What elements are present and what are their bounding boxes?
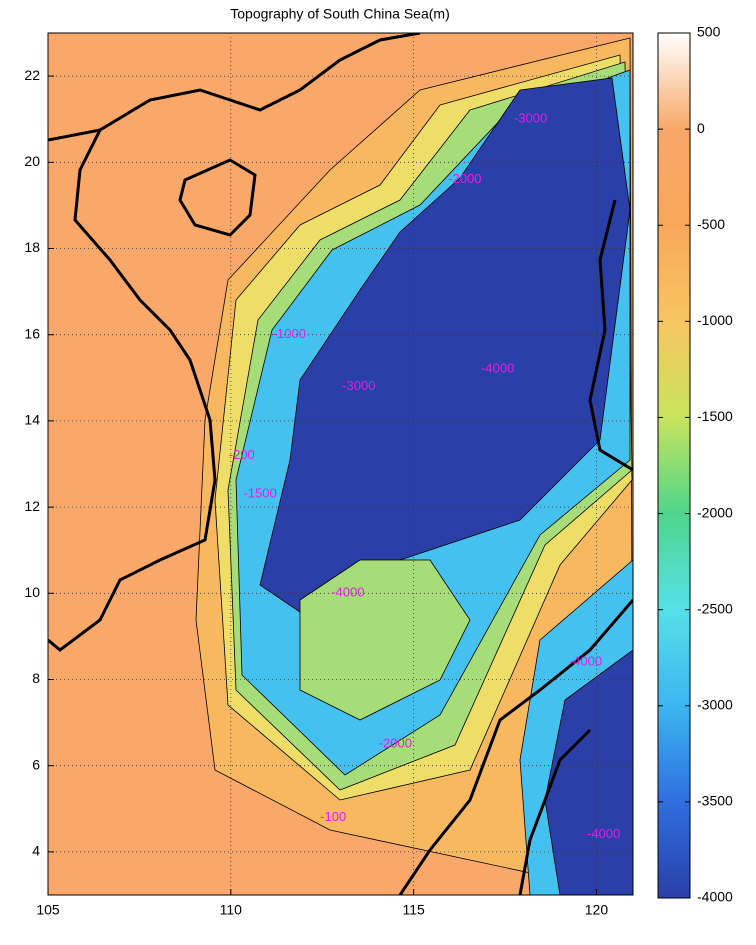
contour-label: -1000	[273, 326, 306, 341]
colorbar-tick-label: -1500	[697, 408, 733, 424]
y-tick-label: 20	[24, 153, 40, 169]
x-tick-label: 110	[220, 902, 243, 918]
contour-label: -3000	[514, 111, 547, 126]
contour-label: -2000	[379, 736, 412, 751]
y-tick-label: 12	[24, 498, 40, 514]
colorbar-tick-label: -3500	[697, 793, 733, 809]
colorbar-tick-label: 500	[697, 24, 721, 40]
contour-label: -4000	[587, 826, 620, 841]
y-tick-label: 10	[24, 584, 40, 600]
contour-label: -1500	[243, 486, 276, 501]
plot-frame	[47, 32, 634, 896]
contour-label: -3000	[342, 378, 375, 393]
contour-label: -200	[229, 447, 255, 462]
chart-title: Topography of South China Sea(m)	[230, 6, 449, 22]
y-tick-label: 4	[32, 843, 40, 859]
contour-label: -4000	[569, 654, 602, 669]
x-tick-label: 105	[36, 902, 60, 918]
y-tick-label: 14	[24, 412, 40, 428]
contour-label: -4000	[331, 585, 364, 600]
colorbar-tick-label: -500	[697, 216, 725, 232]
colorbar	[657, 32, 691, 899]
contour-label: -100	[320, 809, 346, 824]
x-tick-label: 115	[402, 902, 425, 918]
y-tick-label: 16	[24, 325, 40, 341]
x-tick-label: 120	[585, 902, 609, 918]
colorbar-tick-label: 0	[697, 120, 705, 136]
y-tick-label: 6	[32, 756, 40, 772]
colorbar-tick-label: -3000	[697, 696, 733, 712]
colorbar-tick-label: -2500	[697, 600, 733, 616]
contour-label: -4000	[481, 361, 514, 376]
colorbar-tick-label: -2000	[697, 504, 733, 520]
y-tick-label: 8	[32, 670, 40, 686]
y-tick-label: 18	[24, 239, 40, 255]
colorbar-tick-label: -1000	[697, 312, 733, 328]
map	[48, 33, 633, 895]
colorbar-tick-label: -4000	[697, 889, 733, 905]
y-tick-label: 22	[24, 67, 40, 83]
contour-label: -2000	[448, 171, 481, 186]
